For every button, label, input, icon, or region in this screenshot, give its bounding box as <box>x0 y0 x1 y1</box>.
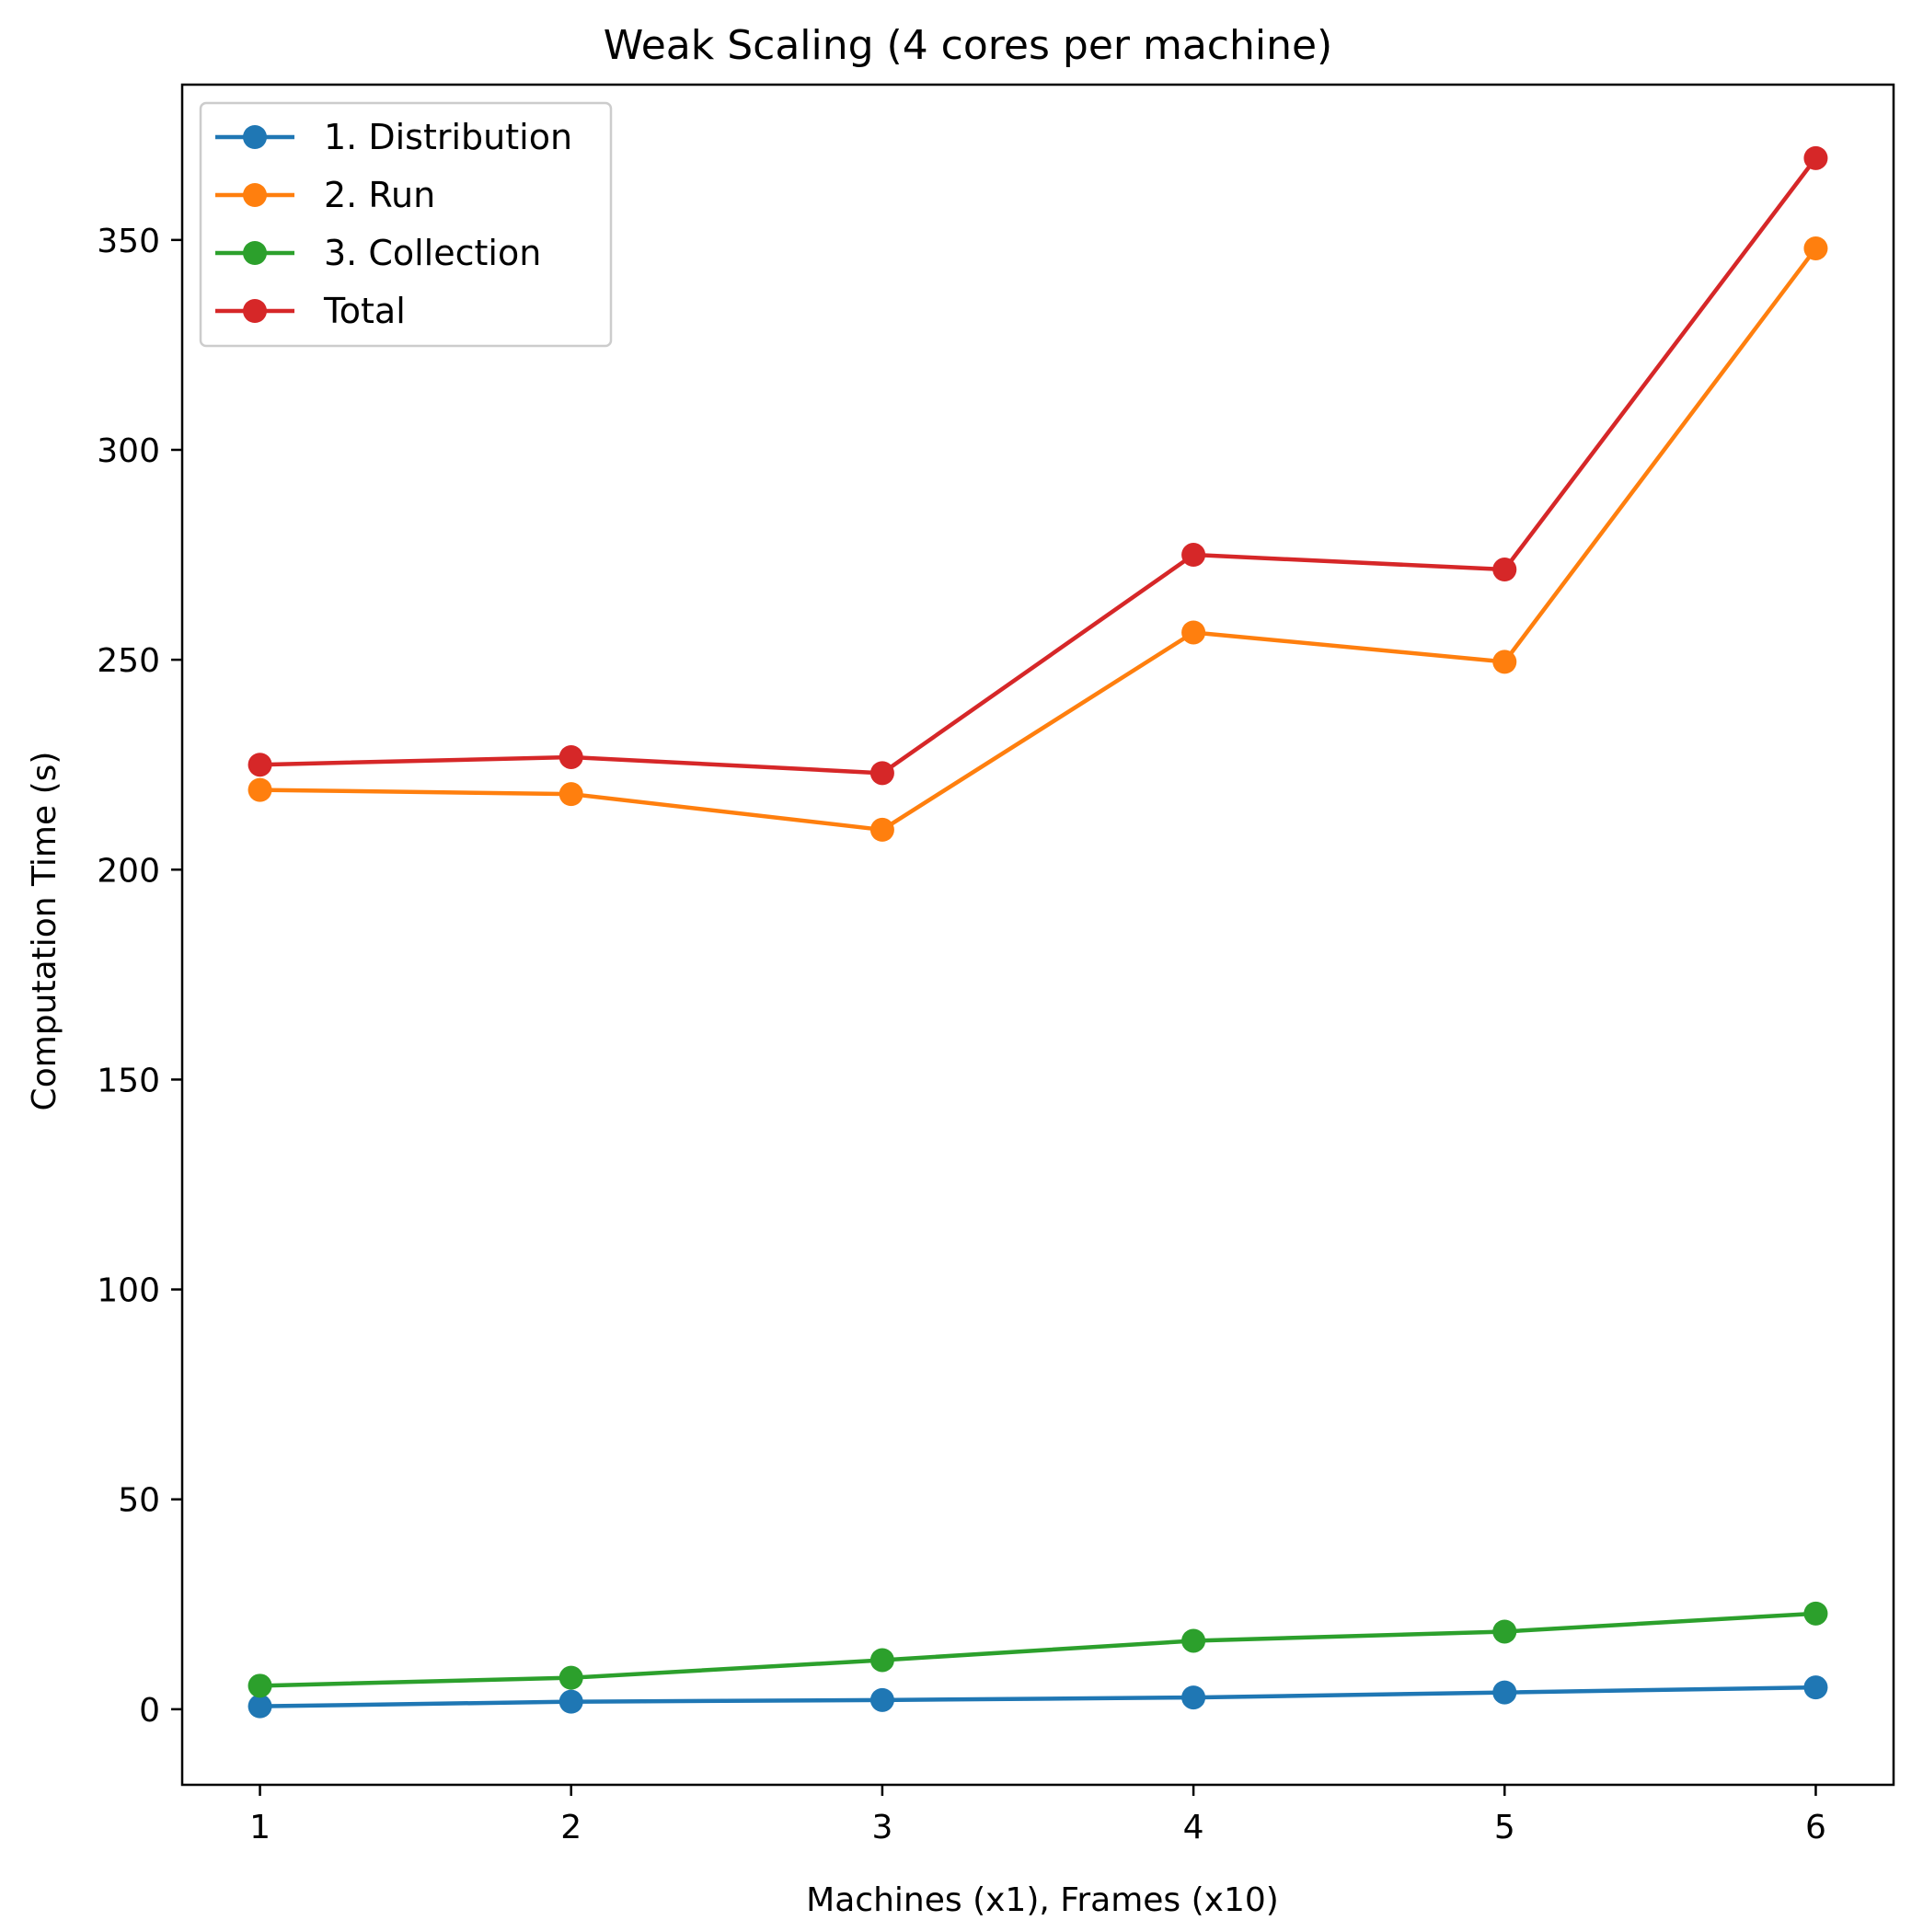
series-line-2 <box>259 247 1818 833</box>
data-point <box>1492 650 1517 674</box>
data-point <box>1181 543 1206 568</box>
data-point <box>869 761 894 786</box>
series-line-3 <box>259 1611 1816 1688</box>
legend: 1. Distribution 2. Run 3. Collection Total <box>199 101 613 348</box>
legend-label: Total <box>323 291 406 331</box>
data-point <box>558 1665 583 1690</box>
y-tick-label: 200 <box>97 852 160 890</box>
chart-title: Weak Scaling (4 cores per machine) <box>604 22 1332 69</box>
data-point <box>248 777 272 802</box>
legend-marker <box>243 241 267 265</box>
legend-marker <box>243 299 267 323</box>
x-tick-label: 3 <box>871 1809 892 1846</box>
data-point <box>1803 1601 1828 1626</box>
legend-label: 2. Run <box>324 175 435 215</box>
y-tick-label: 350 <box>97 223 160 260</box>
y-tick-label: 100 <box>97 1272 160 1310</box>
data-point <box>1803 145 1828 170</box>
data-point <box>1492 1680 1517 1705</box>
plot-frame <box>180 83 1895 1787</box>
y-tick-label: 150 <box>97 1062 160 1099</box>
data-point <box>1492 558 1517 582</box>
data-point <box>869 1648 894 1673</box>
legend-label: 1. Distribution <box>324 117 572 157</box>
x-tick-label: 6 <box>1805 1809 1826 1846</box>
x-tick-label: 4 <box>1183 1809 1204 1846</box>
data-point <box>558 782 583 807</box>
data-point <box>869 817 894 842</box>
y-tick-label: 300 <box>97 432 160 470</box>
data-point <box>248 1673 272 1698</box>
data-point <box>1181 1628 1206 1653</box>
axes: 1 2 3 4 5 6 0 50 100 150 200 250 300 350 <box>97 223 1826 1846</box>
data-point <box>869 1687 894 1712</box>
series-line-4 <box>259 156 1818 776</box>
data-point <box>1181 620 1206 645</box>
legend-box <box>199 101 613 348</box>
y-tick-label: 0 <box>139 1692 160 1730</box>
data-point <box>1492 1619 1517 1644</box>
data-point <box>1803 236 1828 260</box>
x-axis-label: Machines (x1), Frames (x10) <box>806 1881 1279 1919</box>
legend-label: 3. Collection <box>324 233 541 273</box>
data-point <box>558 744 583 769</box>
plot-area <box>248 145 1828 1719</box>
y-axis-label: Computation Time (s) <box>26 752 63 1111</box>
x-tick-label: 2 <box>560 1809 582 1846</box>
x-tick-label: 5 <box>1494 1809 1515 1846</box>
data-point <box>1803 1675 1828 1700</box>
series-line-1 <box>259 1685 1816 1708</box>
data-point <box>558 1689 583 1714</box>
data-point <box>248 753 272 777</box>
x-tick-label: 1 <box>249 1809 271 1846</box>
y-tick-label: 50 <box>118 1482 160 1520</box>
data-point <box>248 1694 272 1719</box>
legend-marker <box>243 183 267 207</box>
y-tick-label: 250 <box>97 642 160 680</box>
data-point <box>1181 1685 1206 1710</box>
legend-marker <box>243 125 267 149</box>
